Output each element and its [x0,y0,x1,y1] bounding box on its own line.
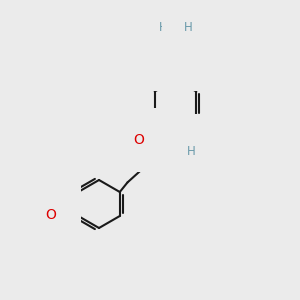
Text: O: O [45,208,56,222]
Text: O: O [45,184,56,198]
Text: S: S [171,52,180,66]
Text: H: H [184,21,193,34]
Text: N: N [173,139,184,152]
Text: O: O [146,51,156,64]
Text: O: O [133,133,144,146]
Text: O: O [195,51,206,64]
Text: H: H [187,145,196,158]
Text: H: H [158,21,167,34]
Text: N: N [170,31,181,45]
